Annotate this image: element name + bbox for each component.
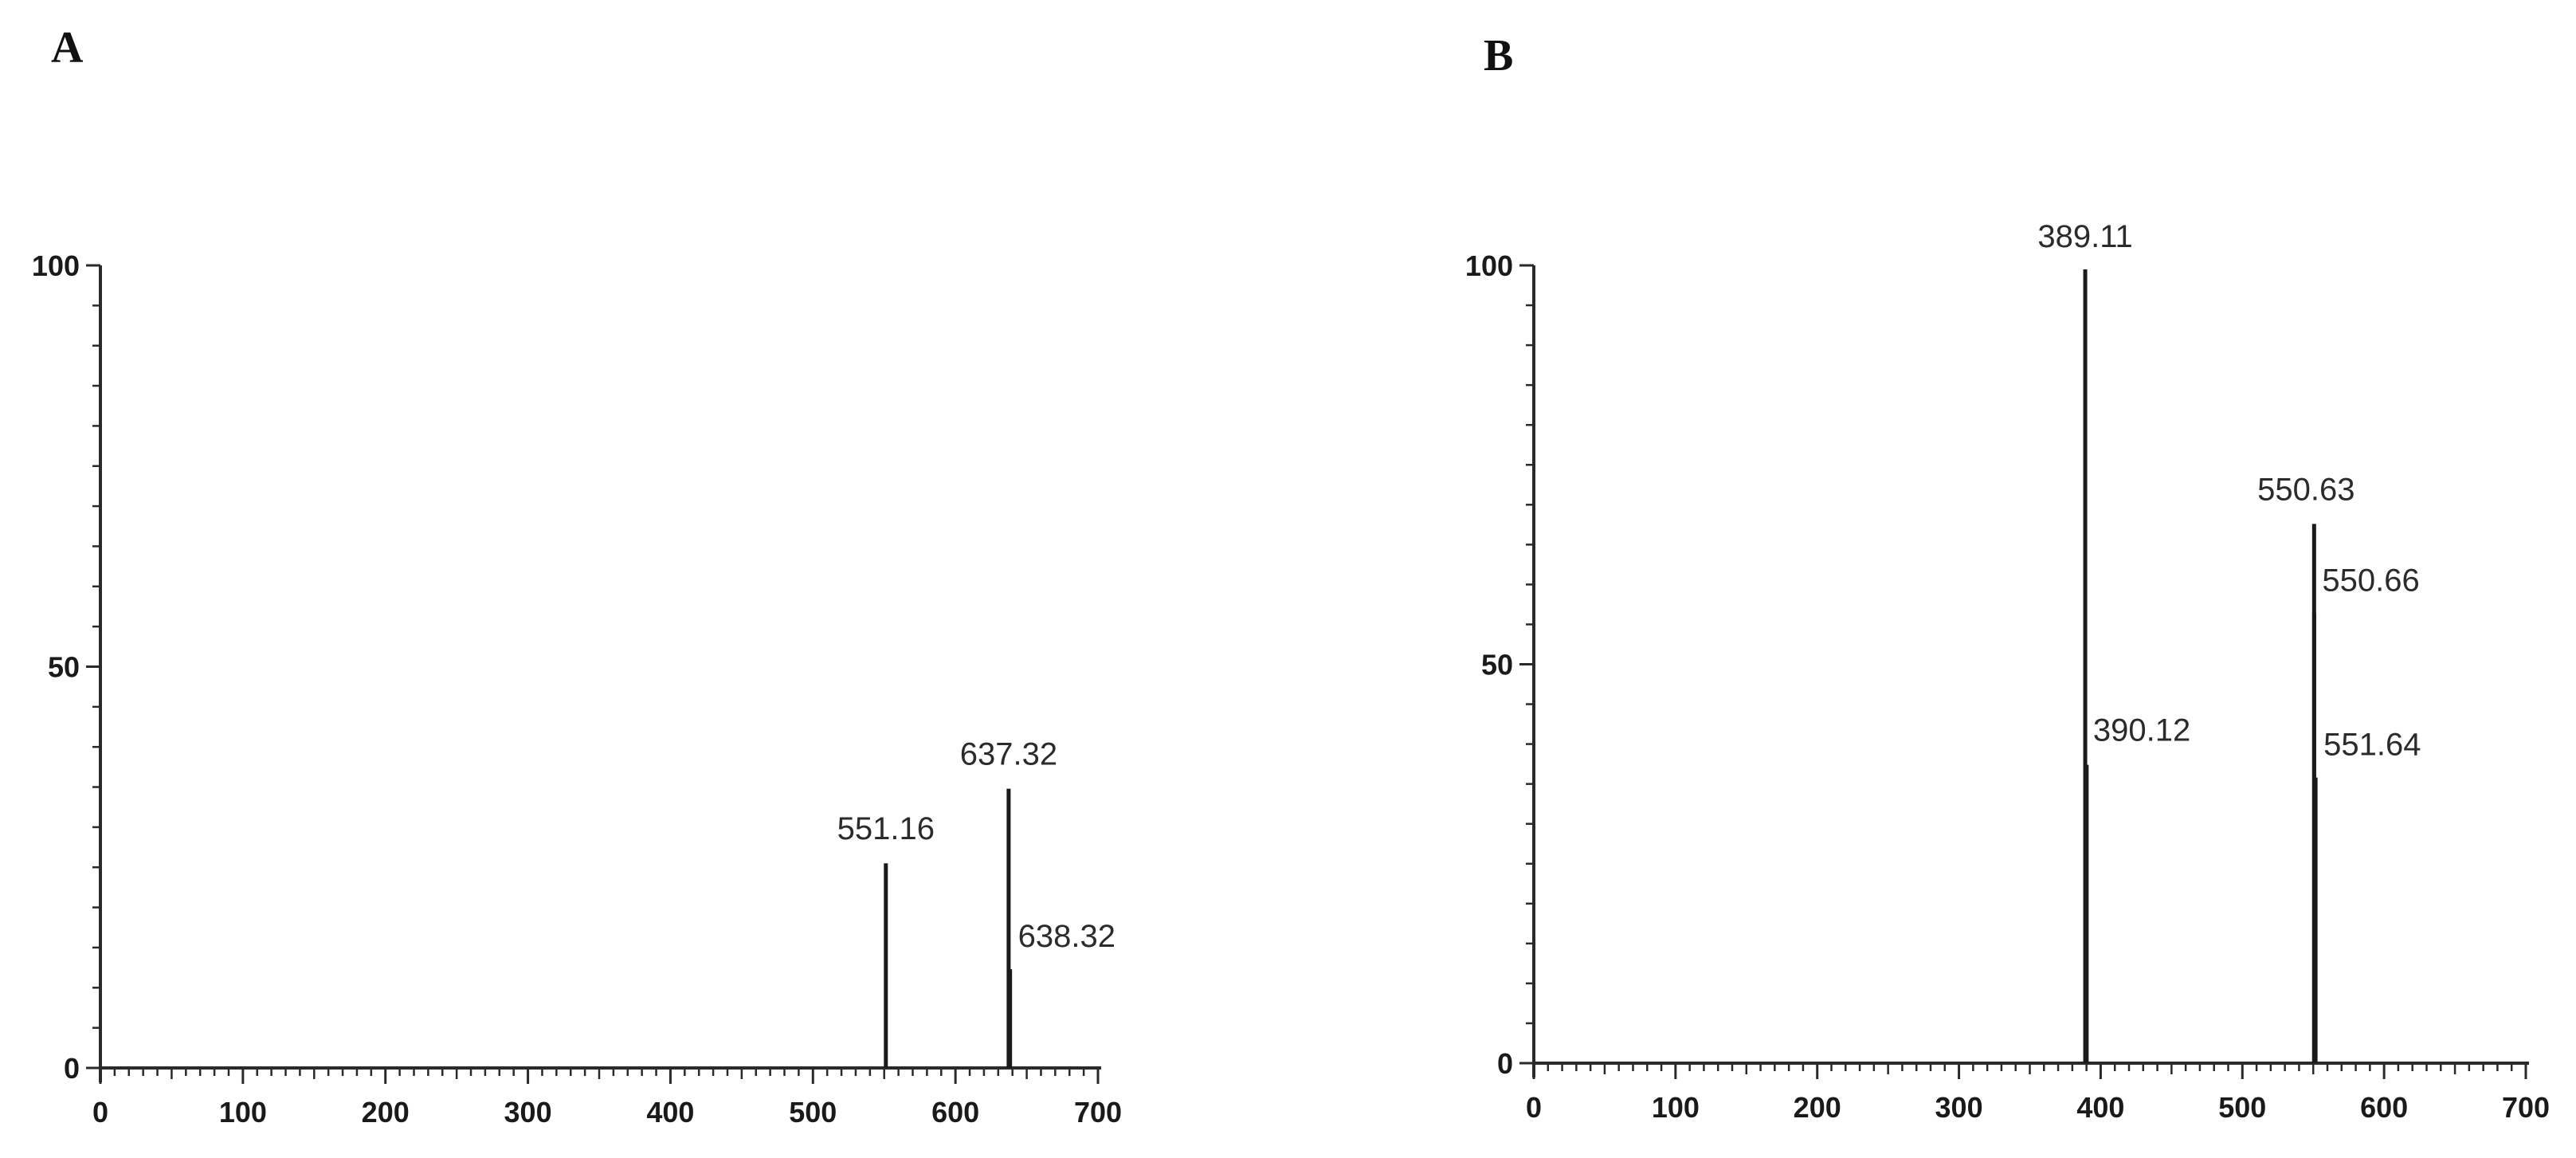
peak-label: 637.32	[960, 737, 1057, 772]
peak-label: 638.32	[1018, 919, 1115, 954]
peak-label: 551.64	[2323, 728, 2421, 763]
peak-label: 551.16	[837, 811, 935, 846]
x-tick-label: 300	[1935, 1091, 1983, 1124]
x-tick-label: 600	[931, 1096, 979, 1129]
peak-label: 550.63	[2257, 472, 2354, 507]
x-tick-label: 300	[504, 1096, 552, 1129]
x-tick-label: 100	[219, 1096, 267, 1129]
x-tick-label: 700	[2502, 1091, 2550, 1124]
panel-a: A 0 100 200 300 400 500 600 700 0 50 100 551.16 637.…	[32, 23, 1122, 1129]
y-tick-label: 50	[48, 651, 80, 684]
y-tick-label: 50	[1481, 649, 1513, 681]
y-tick-label: 100	[1465, 249, 1513, 282]
x-tick-label: 500	[789, 1096, 837, 1129]
peak-label: 390.12	[2093, 713, 2190, 748]
y-tick-label: 0	[1497, 1047, 1513, 1080]
panel-b: B 0 100 200 300 400 500 600 700 0 50 100 389.11 390.…	[1465, 31, 2550, 1124]
x-tick-label: 0	[92, 1096, 108, 1129]
panel-b-label: B	[1484, 31, 1513, 80]
panel-a-label: A	[51, 23, 84, 73]
x-tick-label: 200	[362, 1096, 410, 1129]
x-tick-label: 0	[1526, 1091, 1542, 1124]
peak-label: 389.11	[2037, 219, 2132, 254]
peak-label: 550.66	[2322, 563, 2419, 598]
x-tick-label: 100	[1652, 1091, 1700, 1124]
x-tick-label: 400	[646, 1096, 694, 1129]
y-tick-label: 0	[64, 1052, 80, 1085]
x-tick-label: 400	[2076, 1091, 2124, 1124]
x-tick-label: 700	[1074, 1096, 1122, 1129]
x-tick-label: 500	[2218, 1091, 2266, 1124]
y-tick-label: 100	[32, 249, 80, 282]
x-tick-label: 200	[1794, 1091, 1841, 1124]
x-tick-label: 600	[2360, 1091, 2408, 1124]
